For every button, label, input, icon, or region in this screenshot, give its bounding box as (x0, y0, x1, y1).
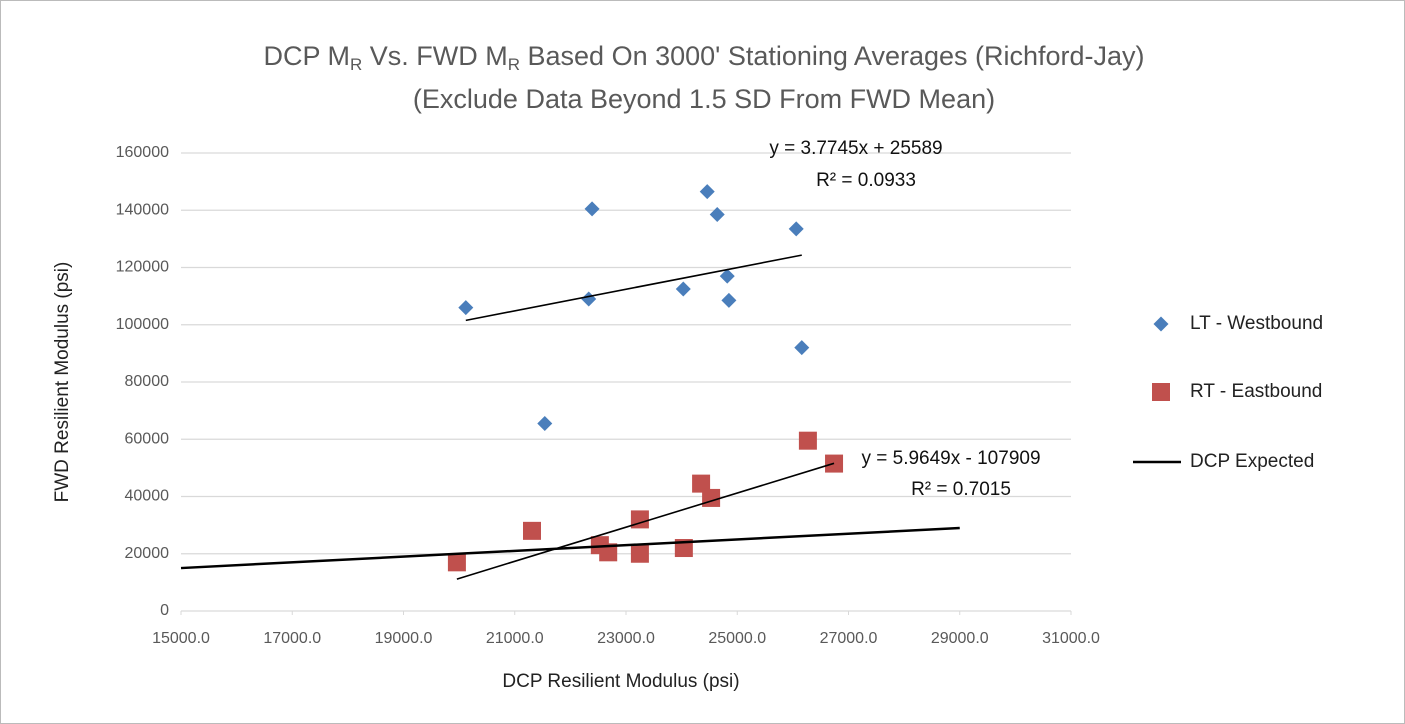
legend-marker (1153, 316, 1169, 332)
y-tick-label: 60000 (125, 430, 170, 447)
x-tick-label: 23000.0 (597, 630, 655, 647)
point (798, 431, 817, 450)
legend-marker (1152, 383, 1170, 401)
point (458, 300, 474, 316)
trend-equation: y = 3.7745x + 25589 (769, 138, 942, 159)
point (599, 543, 618, 562)
title-part: DCP M (263, 41, 350, 71)
y-axis-title: FWD Resilient Modulus (psi) (52, 262, 73, 503)
point (709, 207, 725, 223)
trend-equation: y = 5.9649x - 107909 (861, 448, 1040, 469)
x-tick-label: 31000.0 (1042, 630, 1100, 647)
title-part: R (508, 55, 520, 74)
x-tick-label: 17000.0 (263, 630, 321, 647)
x-tick-label: 25000.0 (708, 630, 766, 647)
title-part: Vs. FWD M (362, 41, 507, 71)
y-tick-label: 40000 (125, 488, 170, 505)
expected-line (180, 526, 960, 570)
chart-subtitle: (Exclude Data Beyond 1.5 SD From FWD Mea… (413, 84, 995, 114)
trendline (465, 254, 802, 322)
point (630, 510, 649, 529)
point (692, 474, 711, 493)
point (721, 292, 737, 308)
point (702, 488, 721, 507)
legend-label: LT - Westbound (1190, 313, 1323, 334)
y-tick-label: 160000 (116, 144, 169, 161)
y-tick-label: 20000 (125, 545, 170, 562)
x-tick-label: 21000.0 (486, 630, 544, 647)
trend-r2: R² = 0.0933 (816, 170, 916, 191)
point (522, 521, 541, 540)
point (630, 544, 649, 563)
legend-label: DCP Expected (1190, 451, 1314, 472)
y-tick-label: 0 (160, 602, 169, 619)
chart-title: DCP MR Vs. FWD MR Based On 3000' Station… (263, 41, 1144, 74)
point (699, 184, 715, 200)
x-axis-title: DCP Resilient Modulus (psi) (502, 671, 739, 692)
point (788, 221, 804, 237)
title-part: R (350, 55, 362, 74)
point (584, 201, 600, 217)
point (447, 553, 466, 572)
title-part: Based On 3000' Stationing Averages (Rich… (520, 41, 1145, 71)
y-tick-label: 80000 (125, 373, 170, 390)
point (537, 416, 553, 432)
point (581, 291, 597, 307)
trend-r2: R² = 0.7015 (911, 479, 1011, 500)
y-tick-label: 100000 (116, 316, 169, 333)
trendline (456, 462, 835, 580)
point (675, 281, 691, 297)
point (794, 340, 810, 356)
y-tick-label: 140000 (116, 201, 169, 218)
x-tick-label: 27000.0 (820, 630, 878, 647)
x-tick-label: 29000.0 (931, 630, 989, 647)
legend-label: RT - Eastbound (1190, 381, 1322, 402)
x-tick-label: 19000.0 (375, 630, 433, 647)
point (719, 268, 735, 284)
x-tick-label: 15000.0 (152, 630, 210, 647)
y-tick-label: 120000 (116, 259, 169, 276)
